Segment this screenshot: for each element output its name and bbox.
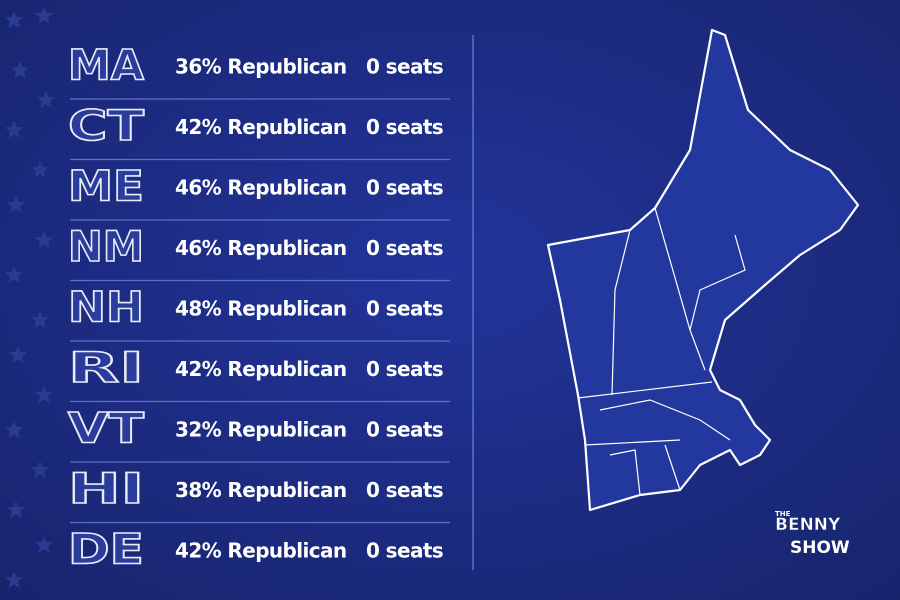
state-code: CT — [68, 101, 144, 150]
logo-line1: BENNY — [775, 515, 841, 535]
seats: 0 seats — [366, 357, 443, 381]
state-table: MA 36% Republican 0 seats CT 42% Republican 0… — [67, 40, 450, 574]
seats: 0 seats — [366, 418, 443, 442]
seats: 0 seats — [366, 297, 443, 321]
new-england-map — [546, 28, 860, 512]
logo-the: THE — [775, 510, 791, 518]
republican-share: 42% Republican — [175, 539, 347, 563]
state-code: ME — [68, 162, 144, 211]
state-code: DE — [68, 525, 144, 574]
state-code: HI — [68, 464, 144, 513]
logo-line2: SHOW — [790, 538, 850, 558]
republican-share: 46% Republican — [175, 176, 347, 200]
seats: 0 seats — [366, 176, 443, 200]
state-code: MA — [68, 41, 144, 90]
seats: 0 seats — [366, 115, 443, 139]
republican-share: 42% Republican — [175, 115, 347, 139]
republican-share: 48% Republican — [175, 297, 347, 321]
state-code: RI — [68, 343, 144, 392]
state-code: NM — [68, 222, 144, 271]
seats: 0 seats — [366, 55, 443, 79]
republican-share: 36% Republican — [175, 55, 347, 79]
republican-share: 32% Republican — [175, 418, 347, 442]
republican-share: 38% Republican — [175, 478, 347, 502]
republican-share: 46% Republican — [175, 236, 347, 260]
seats: 0 seats — [366, 539, 443, 563]
logo: THE BENNY SHOW — [775, 510, 850, 558]
state-code: VT — [68, 404, 144, 453]
republican-share: 42% Republican — [175, 357, 347, 381]
seats: 0 seats — [366, 236, 443, 260]
state-code: NH — [68, 283, 144, 332]
seats: 0 seats — [366, 478, 443, 502]
